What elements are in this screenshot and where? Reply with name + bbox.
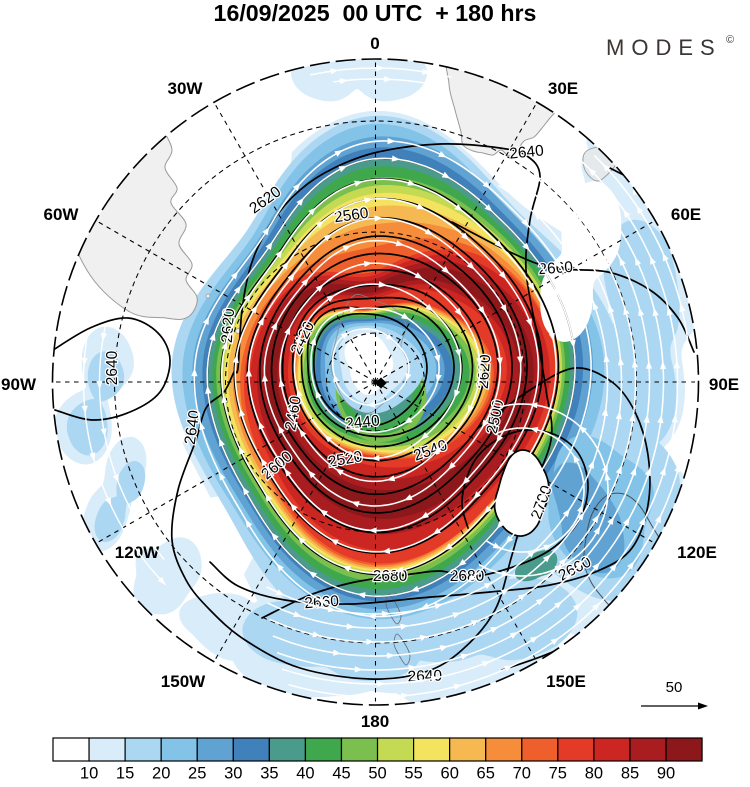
svg-text:50: 50	[666, 679, 683, 696]
svg-text:180: 180	[361, 712, 389, 731]
svg-text:30: 30	[224, 765, 242, 783]
svg-text:30E: 30E	[548, 79, 578, 98]
svg-text:2440: 2440	[344, 412, 380, 433]
svg-text:25: 25	[188, 765, 206, 783]
svg-text:2640: 2640	[104, 350, 121, 385]
svg-text:85: 85	[621, 765, 639, 783]
svg-text:60E: 60E	[671, 205, 701, 224]
svg-text:70: 70	[513, 765, 531, 783]
svg-text:150E: 150E	[546, 672, 586, 691]
svg-text:50: 50	[368, 765, 386, 783]
svg-text:2640: 2640	[508, 142, 544, 163]
svg-text:120W: 120W	[115, 543, 160, 562]
svg-text:2640: 2640	[407, 667, 442, 685]
svg-text:30W: 30W	[168, 79, 204, 98]
svg-text:90E: 90E	[709, 375, 739, 394]
svg-text:2620: 2620	[219, 308, 238, 344]
svg-text:20: 20	[152, 765, 170, 783]
svg-text:2460: 2460	[282, 394, 305, 431]
svg-text:60: 60	[441, 765, 459, 783]
svg-text:55: 55	[404, 765, 422, 783]
svg-text:90W: 90W	[1, 375, 37, 394]
svg-text:45: 45	[332, 765, 350, 783]
svg-text:60W: 60W	[44, 205, 80, 224]
svg-text:75: 75	[549, 765, 567, 783]
svg-text:15: 15	[116, 765, 134, 783]
svg-text:90: 90	[657, 765, 675, 783]
svg-text:MODES: MODES	[606, 35, 722, 60]
svg-text:150W: 150W	[161, 672, 206, 691]
svg-text:16/09/2025 00 UTC + 180 hrs: 16/09/2025 00 UTC + 180 hrs	[214, 0, 537, 26]
svg-text:65: 65	[477, 765, 495, 783]
svg-text:80: 80	[585, 765, 603, 783]
svg-text:2680: 2680	[450, 568, 485, 585]
svg-text:35: 35	[260, 765, 278, 783]
svg-text:40: 40	[296, 765, 314, 783]
svg-text:©: ©	[726, 34, 734, 46]
svg-text:120E: 120E	[677, 543, 717, 562]
svg-text:0: 0	[370, 34, 379, 53]
svg-text:10: 10	[80, 765, 98, 783]
